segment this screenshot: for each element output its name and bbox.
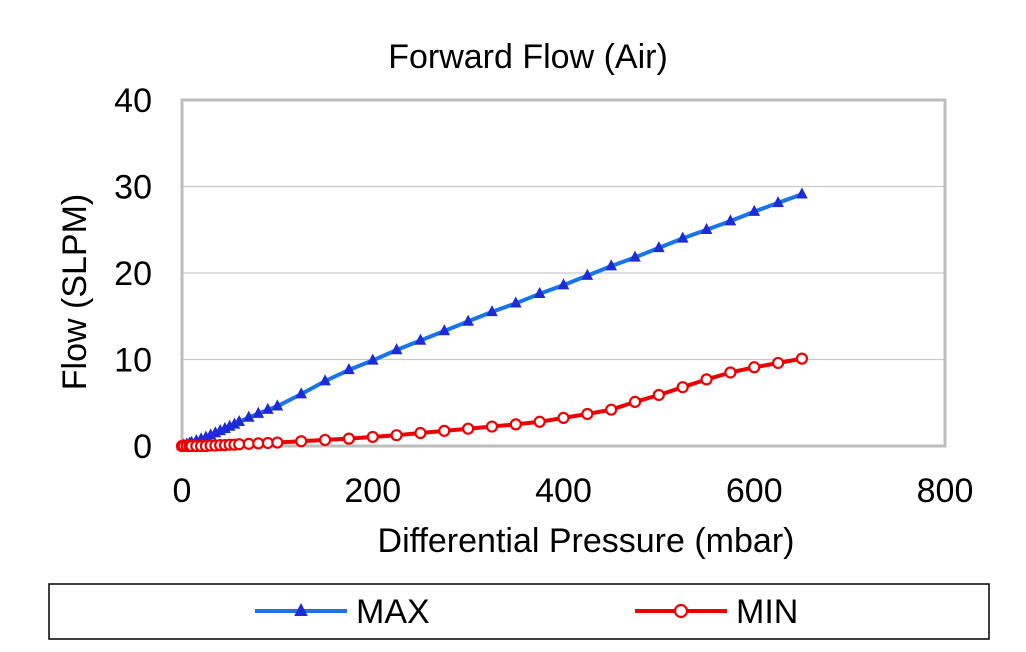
data-point-max xyxy=(533,286,546,299)
data-point-min xyxy=(509,418,522,431)
data-point-min xyxy=(605,403,618,416)
plot-area-border xyxy=(180,98,947,448)
legend-marker-max xyxy=(294,603,308,616)
data-point-min xyxy=(557,411,570,424)
data-point-max xyxy=(343,363,355,375)
series-line-min xyxy=(181,356,803,448)
data-point-min xyxy=(438,424,451,437)
x-tick-label: 200 xyxy=(344,472,401,510)
data-point-min xyxy=(652,388,665,402)
data-point-max xyxy=(748,204,761,216)
data-point-max xyxy=(724,214,737,226)
data-point-min xyxy=(628,395,642,408)
y-tick-label: 40 xyxy=(114,82,152,120)
data-point-min xyxy=(533,415,546,428)
data-point-max xyxy=(772,196,784,208)
data-point-max xyxy=(509,296,522,308)
data-point-min xyxy=(485,420,499,433)
data-point-max xyxy=(462,314,474,326)
data-point-max xyxy=(700,222,713,234)
data-point-max xyxy=(557,278,570,290)
data-point-max xyxy=(653,241,665,253)
y-axis-title: Flow (SLPM) xyxy=(56,194,94,390)
data-point-min xyxy=(318,433,332,447)
data-point-min xyxy=(700,373,713,386)
data-point-max xyxy=(242,410,255,422)
x-tick-label: 400 xyxy=(535,472,592,510)
data-point-min xyxy=(771,356,785,370)
legend-items: MAX MIN xyxy=(255,593,798,631)
data-point-min xyxy=(295,435,308,448)
x-tick-label: 600 xyxy=(726,472,783,510)
x-tick-label: 0 xyxy=(173,472,192,510)
data-point-min xyxy=(342,432,356,445)
legend: MAX MIN xyxy=(48,583,990,640)
data-point-max xyxy=(605,259,618,271)
data-point-min xyxy=(390,429,403,442)
series-min xyxy=(175,352,809,453)
data-point-max xyxy=(676,231,689,243)
data-point-min xyxy=(462,422,475,435)
legend-label-max: MAX xyxy=(356,593,430,631)
data-point-max xyxy=(629,250,641,262)
grid-lines xyxy=(182,185,945,361)
data-point-max xyxy=(295,387,308,399)
data-point-min xyxy=(581,407,594,421)
data-point-max xyxy=(271,399,284,411)
data-point-max xyxy=(252,406,265,418)
data-point-max xyxy=(262,402,274,414)
data-point-max xyxy=(486,305,498,317)
data-point-max xyxy=(581,268,594,280)
legend-label-min: MIN xyxy=(736,593,798,631)
x-tick-label: 800 xyxy=(917,472,974,510)
x-axis-title: Differential Pressure (mbar) xyxy=(378,522,795,560)
data-point-max xyxy=(366,353,379,365)
data-point-min xyxy=(724,366,737,379)
series-max xyxy=(176,187,808,451)
data-point-min xyxy=(414,426,427,440)
data-point-max xyxy=(796,187,808,199)
data-point-max xyxy=(233,414,246,427)
data-point-min xyxy=(271,436,284,449)
data-point-max xyxy=(390,343,403,355)
data-point-min xyxy=(795,352,809,365)
y-tick-label: 30 xyxy=(114,169,152,207)
legend-marker-min xyxy=(673,603,689,619)
data-point-min xyxy=(676,381,689,394)
data-point-max xyxy=(438,324,451,336)
chart-title: Forward Flow (Air) xyxy=(388,38,668,76)
data-point-min xyxy=(366,430,379,444)
y-tick-label: 0 xyxy=(133,428,152,466)
data-point-max xyxy=(319,374,331,386)
data-point-min xyxy=(748,361,761,374)
legend-box xyxy=(48,583,990,640)
data-point-max xyxy=(414,333,427,345)
y-axis-tick-labels: 0 10 20 30 40 xyxy=(114,82,152,466)
y-tick-label: 10 xyxy=(114,342,152,380)
y-tick-label: 20 xyxy=(114,255,152,293)
x-axis-tick-labels: 0 200 400 600 800 xyxy=(173,472,974,510)
series-layer xyxy=(175,187,809,453)
